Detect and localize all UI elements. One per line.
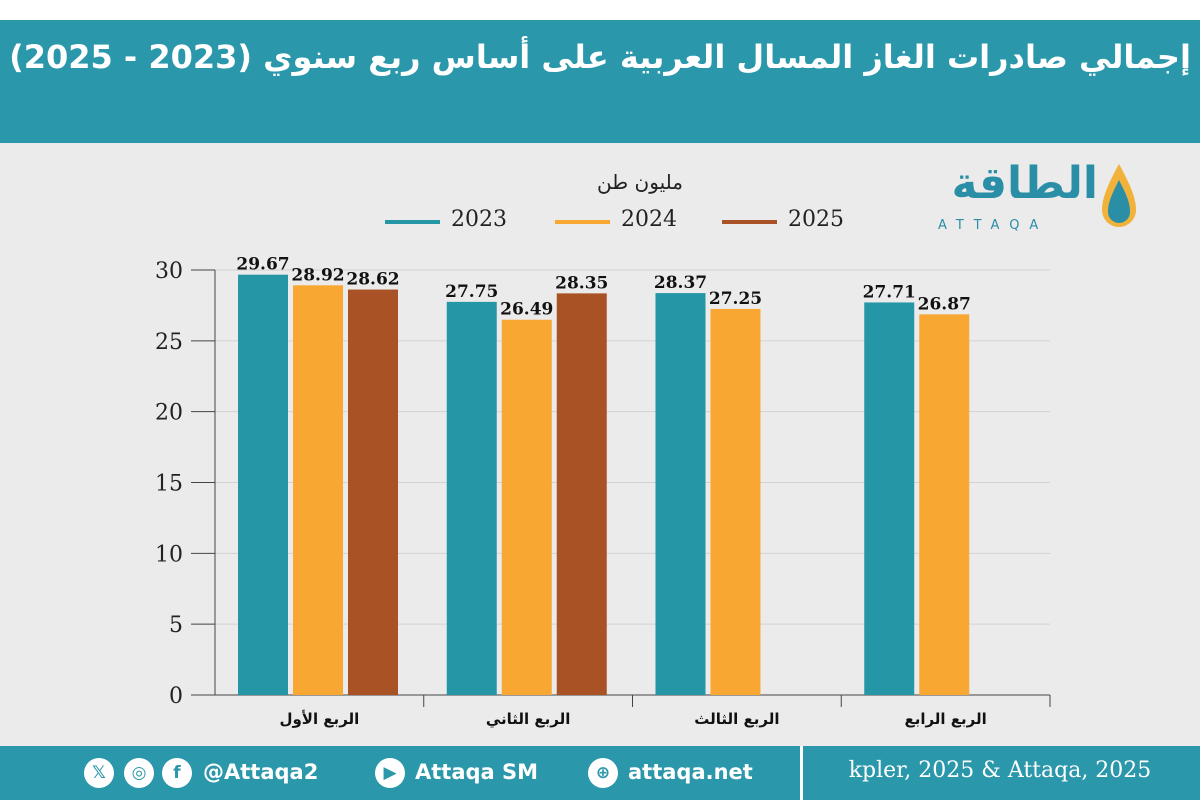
y-tick-label: 25 (155, 330, 183, 355)
facebook-icon[interactable]: f (162, 758, 192, 788)
attaqa-logo: الطاقة ATTAQA (930, 158, 1150, 238)
source-text: kpler, 2025 & Attaqa, 2025 (848, 758, 1152, 783)
data-label: 26.49 (500, 300, 553, 320)
bar-2024-q1 (293, 285, 343, 695)
bar-2024-q4 (919, 314, 970, 695)
y-tick-label: 0 (169, 684, 183, 709)
legend-label-2023: 2023 (451, 207, 507, 232)
bar-2023-q1 (238, 274, 288, 695)
bar-2025-q2 (556, 293, 607, 695)
data-label: 28.37 (654, 273, 707, 293)
data-label: 27.25 (709, 289, 762, 309)
data-label: 26.87 (918, 294, 971, 314)
footer-divider (800, 746, 803, 800)
data-label: 28.35 (555, 273, 608, 293)
legend-swatch-2024 (555, 220, 610, 224)
x-category-label: الربع الأول (279, 710, 359, 728)
instagram-icon[interactable]: ◎ (124, 758, 154, 788)
y-tick-label: 20 (155, 401, 183, 426)
x-category-label: الربع الثاني (486, 710, 571, 728)
data-label: 28.62 (346, 270, 399, 290)
data-label: 28.92 (291, 265, 344, 285)
page-title: إجمالي صادرات الغاز المسال العربية على أ… (9, 38, 1191, 76)
bar-2024-q3 (710, 308, 761, 695)
x-icon[interactable]: 𝕏 (84, 758, 114, 788)
data-label: 27.71 (863, 282, 916, 302)
legend-swatch-2023 (385, 220, 440, 224)
top-border (0, 0, 1200, 20)
unit-label: مليون طن (597, 170, 683, 194)
legend-label-2025: 2025 (788, 207, 844, 232)
y-tick-label: 5 (169, 613, 183, 638)
logo-arabic-text: الطاقة (951, 158, 1098, 209)
x-category-label: الربع الرابع (904, 710, 986, 728)
bar-2023-q3 (655, 293, 706, 695)
legend-label-2024: 2024 (621, 207, 677, 232)
drop-icon (1102, 164, 1136, 227)
y-tick-label: 15 (155, 472, 183, 497)
data-label: 27.75 (445, 282, 498, 302)
bar-2025-q1 (348, 289, 398, 695)
website-link[interactable]: attaqa.net (628, 760, 753, 784)
youtube-channel[interactable]: Attaqa SM (415, 760, 539, 784)
footer: 𝕏 ◎ f @Attaqa2 ▶ Attaqa SM ⊕ attaqa.net … (0, 746, 1200, 800)
data-label: 29.67 (236, 255, 289, 275)
title-bar (0, 20, 1200, 143)
y-tick-label: 30 (155, 259, 183, 284)
globe-icon[interactable]: ⊕ (588, 758, 618, 788)
x-category-label: الربع الثالث (694, 710, 779, 728)
bar-2023-q2 (446, 301, 497, 695)
logo-english-text: ATTAQA (938, 218, 1049, 233)
legend-swatch-2025 (722, 220, 777, 224)
y-tick-label: 10 (155, 542, 183, 567)
youtube-icon[interactable]: ▶ (375, 758, 405, 788)
social-handle[interactable]: @Attaqa2 (203, 760, 319, 784)
bar-2024-q2 (501, 319, 552, 695)
bar-2023-q4 (864, 302, 915, 695)
